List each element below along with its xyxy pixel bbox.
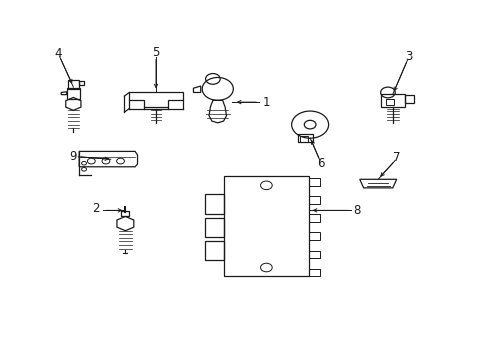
Bar <box>79 81 84 85</box>
Bar <box>205 241 224 260</box>
Bar <box>308 214 319 222</box>
Text: 4: 4 <box>54 47 61 60</box>
Text: 7: 7 <box>392 151 400 164</box>
Bar <box>121 211 129 216</box>
Bar <box>404 95 413 103</box>
Text: 6: 6 <box>317 157 325 170</box>
Bar <box>308 196 319 204</box>
Text: 1: 1 <box>263 96 270 109</box>
Bar <box>385 99 393 105</box>
Text: 8: 8 <box>353 204 360 217</box>
Bar <box>308 269 319 276</box>
Bar <box>308 178 319 185</box>
Bar <box>380 94 404 107</box>
Bar <box>67 80 79 89</box>
Bar <box>308 232 319 240</box>
Bar <box>308 251 319 258</box>
Text: 5: 5 <box>152 46 160 59</box>
Bar <box>224 176 308 276</box>
Text: 3: 3 <box>405 50 412 63</box>
Bar <box>300 136 307 142</box>
Text: 2: 2 <box>92 202 100 215</box>
Text: 9: 9 <box>69 149 77 163</box>
Bar <box>66 88 80 99</box>
Bar <box>205 217 224 237</box>
Bar <box>205 194 224 214</box>
